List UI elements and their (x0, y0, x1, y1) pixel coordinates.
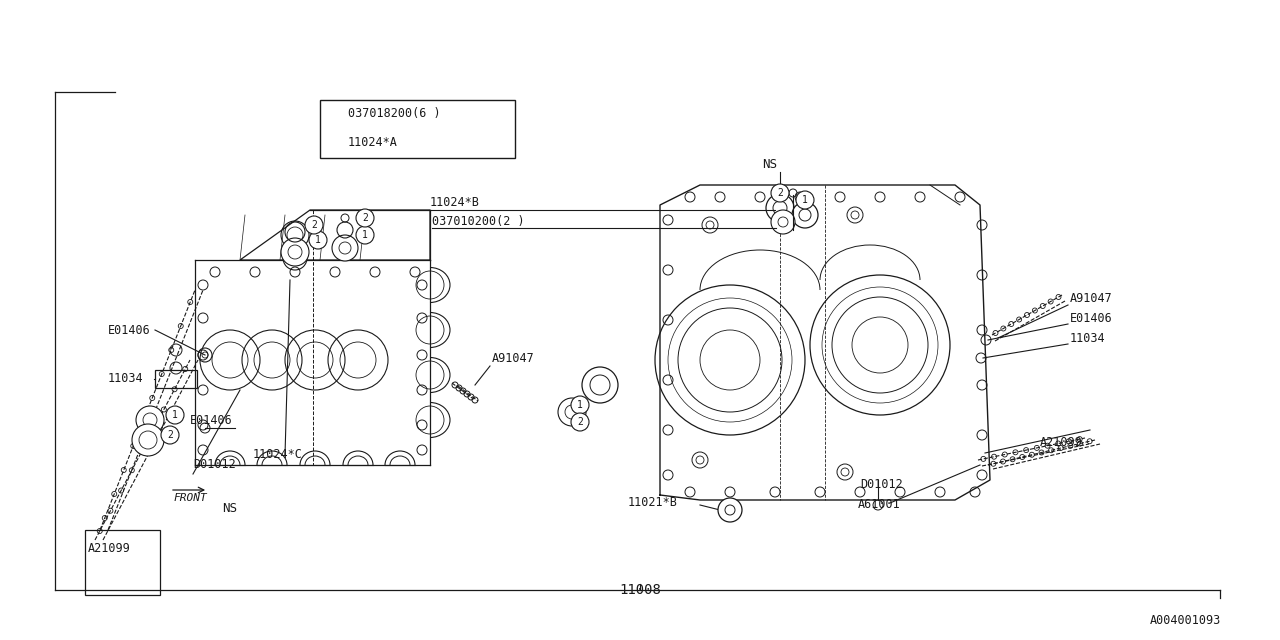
Text: A91047: A91047 (492, 351, 535, 365)
Circle shape (325, 133, 343, 151)
Text: D01012: D01012 (193, 458, 236, 472)
Text: NS: NS (221, 502, 237, 515)
Text: 2: 2 (311, 220, 317, 230)
Bar (320, 100, 515, 158)
Text: 037010200(2 ): 037010200(2 ) (433, 214, 525, 227)
Circle shape (356, 209, 374, 227)
Text: 11024*B: 11024*B (430, 196, 480, 209)
Circle shape (571, 396, 589, 414)
Circle shape (332, 235, 358, 261)
Circle shape (161, 426, 179, 444)
Text: 11034: 11034 (1070, 332, 1106, 344)
Text: 1: 1 (172, 410, 178, 420)
Text: 1: 1 (332, 109, 337, 119)
Circle shape (308, 231, 326, 249)
Circle shape (792, 202, 818, 228)
Circle shape (771, 184, 788, 202)
Circle shape (771, 210, 795, 234)
Text: 2: 2 (577, 417, 582, 427)
Text: 1: 1 (315, 235, 321, 245)
Text: 1: 1 (362, 230, 367, 240)
Circle shape (558, 398, 586, 426)
Circle shape (718, 498, 742, 522)
Circle shape (282, 238, 308, 266)
Circle shape (325, 105, 343, 123)
Bar (155, 370, 197, 388)
Text: 11024*A: 11024*A (348, 136, 398, 148)
Circle shape (582, 367, 618, 403)
Circle shape (571, 413, 589, 431)
Text: A21099: A21099 (1039, 435, 1083, 449)
Circle shape (305, 216, 323, 234)
Bar (84, 530, 160, 595)
Text: 1: 1 (803, 195, 808, 205)
Circle shape (796, 191, 814, 209)
Text: E01406: E01406 (1070, 312, 1112, 324)
Text: 11034: 11034 (108, 372, 143, 385)
Circle shape (765, 194, 794, 222)
Circle shape (356, 226, 374, 244)
Text: 037018200(6 ): 037018200(6 ) (348, 108, 440, 120)
Circle shape (166, 406, 184, 424)
Text: 1: 1 (577, 400, 582, 410)
Text: D01012: D01012 (860, 477, 902, 490)
Text: A91047: A91047 (1070, 291, 1112, 305)
Text: E01406: E01406 (108, 323, 151, 337)
Text: 11024*C: 11024*C (253, 449, 303, 461)
Text: A21099: A21099 (88, 541, 131, 554)
Circle shape (136, 406, 164, 434)
Text: 2: 2 (777, 188, 783, 198)
Text: 2: 2 (332, 137, 337, 147)
Text: A004001093: A004001093 (1149, 614, 1221, 627)
Text: E01406: E01406 (189, 413, 233, 426)
Text: 2: 2 (168, 430, 173, 440)
Text: 11021*B: 11021*B (628, 495, 678, 509)
Text: FRONT: FRONT (173, 493, 207, 503)
Text: 2: 2 (362, 213, 367, 223)
Text: NS: NS (762, 157, 777, 170)
Text: A61001: A61001 (858, 497, 901, 511)
Circle shape (132, 424, 164, 456)
Text: 11008: 11008 (620, 583, 660, 597)
